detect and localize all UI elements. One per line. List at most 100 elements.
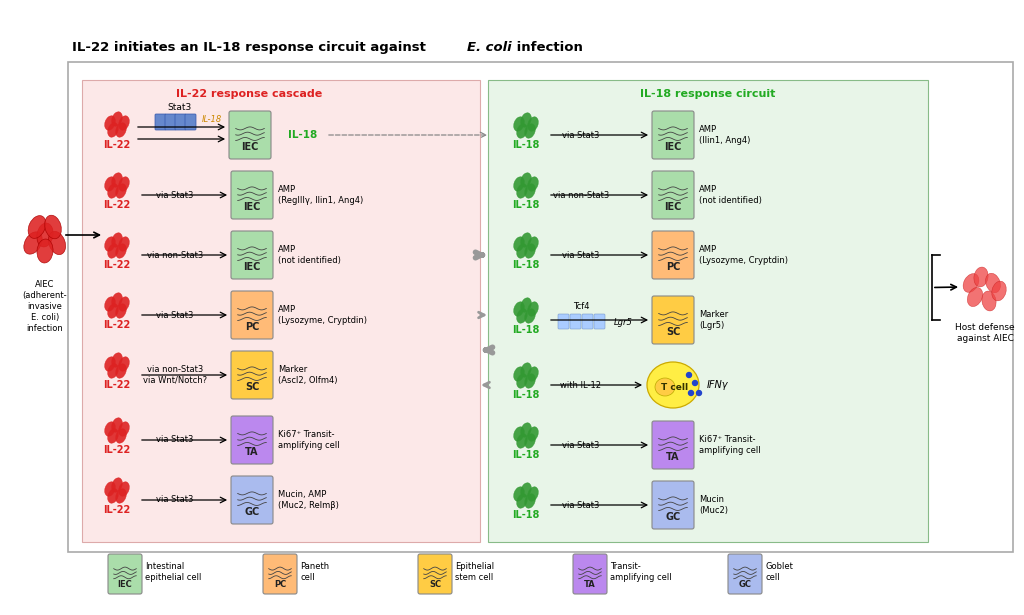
Text: Intestinal
epithelial cell: Intestinal epithelial cell (145, 562, 202, 582)
Text: IEC: IEC (242, 142, 259, 153)
Ellipse shape (517, 374, 527, 388)
Ellipse shape (108, 429, 119, 443)
Text: via Stat3: via Stat3 (562, 130, 600, 140)
Text: via Stat3: via Stat3 (157, 311, 194, 320)
Ellipse shape (116, 184, 126, 198)
Text: AMP
(Ilin1, Ang4): AMP (Ilin1, Ang4) (699, 125, 751, 145)
Ellipse shape (692, 381, 697, 386)
Ellipse shape (992, 281, 1007, 301)
Ellipse shape (112, 478, 122, 492)
Text: AMP
(Lysozyme, Cryptdin): AMP (Lysozyme, Cryptdin) (699, 245, 788, 264)
Text: Marker
(Ascl2, Olfm4): Marker (Ascl2, Olfm4) (278, 365, 338, 385)
Ellipse shape (37, 223, 53, 247)
Ellipse shape (524, 244, 536, 258)
Ellipse shape (524, 494, 536, 508)
Ellipse shape (517, 244, 527, 258)
Text: Paneth
cell: Paneth cell (300, 562, 329, 582)
Ellipse shape (520, 173, 531, 187)
Ellipse shape (104, 357, 116, 371)
Ellipse shape (108, 304, 119, 318)
Text: via Stat3: via Stat3 (157, 435, 194, 445)
Ellipse shape (112, 353, 122, 367)
FancyBboxPatch shape (570, 314, 581, 329)
FancyBboxPatch shape (68, 62, 1013, 552)
Text: Tcf4: Tcf4 (572, 301, 589, 311)
Ellipse shape (964, 274, 979, 292)
FancyBboxPatch shape (185, 114, 196, 130)
Ellipse shape (104, 482, 116, 496)
FancyBboxPatch shape (652, 296, 694, 344)
Ellipse shape (112, 418, 122, 432)
Text: via Stat3: via Stat3 (562, 440, 600, 450)
Ellipse shape (688, 391, 693, 395)
Ellipse shape (686, 373, 691, 378)
FancyBboxPatch shape (652, 231, 694, 279)
Ellipse shape (514, 367, 524, 381)
Ellipse shape (116, 429, 126, 443)
FancyBboxPatch shape (652, 111, 694, 159)
Ellipse shape (517, 184, 527, 198)
Ellipse shape (527, 177, 539, 191)
Text: IEC: IEC (665, 202, 682, 212)
Ellipse shape (520, 483, 531, 498)
Text: IL-22: IL-22 (103, 445, 131, 455)
FancyBboxPatch shape (263, 554, 297, 594)
Ellipse shape (112, 112, 122, 126)
Text: T cell: T cell (662, 383, 688, 392)
FancyBboxPatch shape (488, 80, 928, 542)
Text: IL-22: IL-22 (103, 140, 131, 150)
FancyBboxPatch shape (231, 351, 273, 399)
Ellipse shape (119, 237, 129, 252)
Text: IEC: IEC (244, 202, 261, 212)
Text: IL-22: IL-22 (103, 505, 131, 515)
Ellipse shape (517, 309, 527, 323)
Text: Ki67⁺ Transit-
amplifying cell: Ki67⁺ Transit- amplifying cell (699, 435, 761, 454)
Ellipse shape (108, 489, 119, 503)
FancyBboxPatch shape (175, 114, 186, 130)
Text: Mucin
(Muc2): Mucin (Muc2) (699, 495, 728, 515)
Text: TA: TA (584, 579, 596, 589)
Ellipse shape (974, 267, 988, 287)
Ellipse shape (647, 362, 699, 408)
Ellipse shape (108, 123, 119, 137)
Ellipse shape (119, 177, 129, 191)
Ellipse shape (104, 116, 116, 130)
FancyBboxPatch shape (231, 416, 273, 464)
FancyBboxPatch shape (558, 314, 569, 329)
Ellipse shape (28, 216, 46, 239)
Text: AMP
(not identified): AMP (not identified) (278, 245, 341, 264)
Text: GC: GC (245, 507, 260, 517)
Ellipse shape (116, 363, 126, 378)
Text: via Stat3: via Stat3 (157, 191, 194, 199)
FancyBboxPatch shape (231, 231, 273, 279)
Text: GC: GC (738, 579, 752, 589)
FancyBboxPatch shape (155, 114, 166, 130)
Ellipse shape (527, 117, 539, 131)
Ellipse shape (514, 486, 524, 501)
Text: via non-Stat3
via Wnt/Notch?: via non-Stat3 via Wnt/Notch? (143, 365, 207, 385)
FancyBboxPatch shape (573, 554, 607, 594)
Text: infection: infection (512, 41, 583, 54)
FancyBboxPatch shape (108, 554, 142, 594)
Text: IEC: IEC (244, 263, 261, 272)
Ellipse shape (24, 232, 42, 254)
Ellipse shape (116, 489, 126, 503)
Text: IEC: IEC (118, 579, 132, 589)
FancyBboxPatch shape (652, 421, 694, 469)
Text: via Stat3: via Stat3 (157, 496, 194, 504)
Ellipse shape (45, 215, 61, 239)
Text: via non-Stat3: via non-Stat3 (553, 191, 609, 199)
Text: IL-22 initiates an IL-18 response circuit against: IL-22 initiates an IL-18 response circui… (72, 41, 430, 54)
Ellipse shape (119, 297, 129, 311)
Ellipse shape (524, 124, 536, 138)
Ellipse shape (527, 427, 539, 441)
Text: IL-18: IL-18 (288, 130, 317, 140)
Ellipse shape (112, 232, 122, 247)
Ellipse shape (108, 363, 119, 378)
Text: GC: GC (666, 512, 681, 522)
Ellipse shape (982, 291, 996, 311)
FancyBboxPatch shape (652, 481, 694, 529)
Text: Lgr5: Lgr5 (614, 317, 633, 327)
Text: SC: SC (666, 327, 680, 337)
Text: IL-22: IL-22 (103, 200, 131, 210)
